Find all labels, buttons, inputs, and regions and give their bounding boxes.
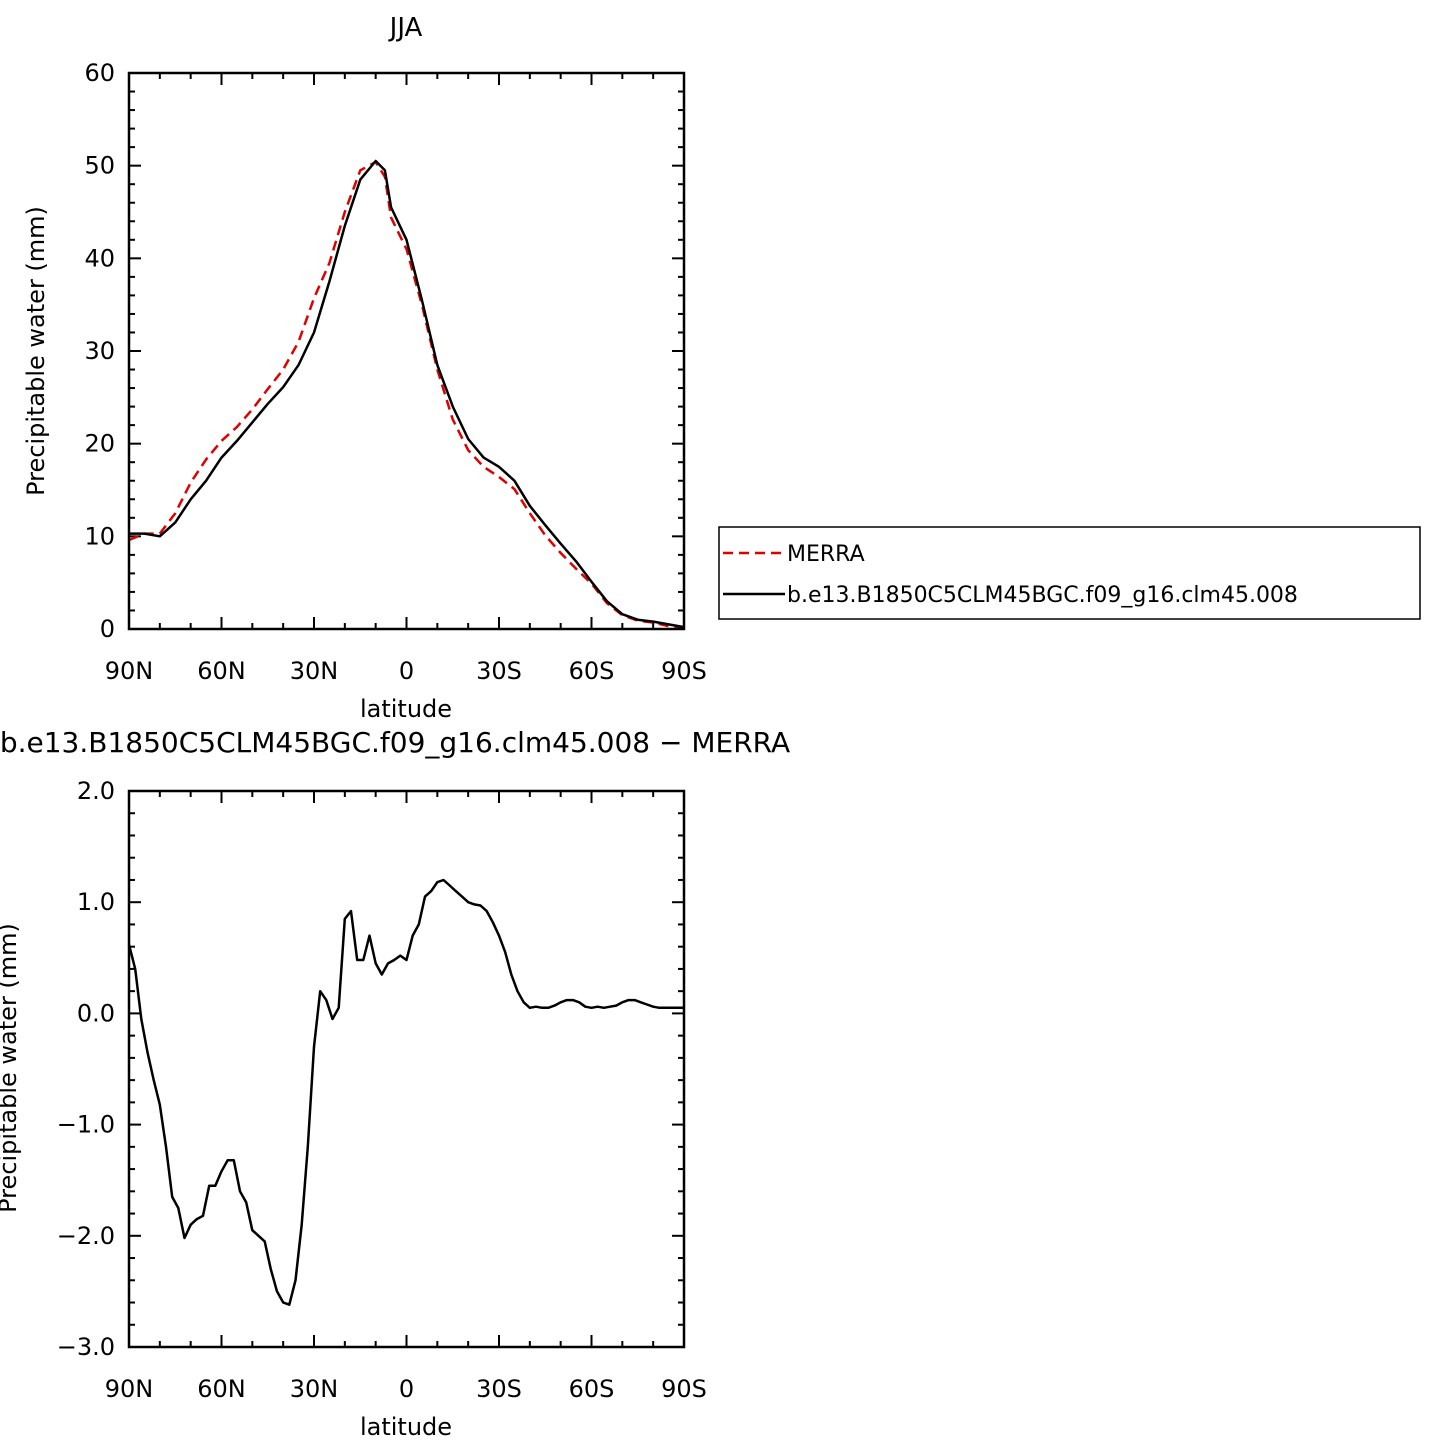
top-y-axis-label: Precipitable water (mm) [22, 206, 50, 496]
top-panel: JJA Precipitable water (mm) latitude 90N… [22, 13, 707, 723]
top-x-tick-label: 60S [569, 657, 615, 685]
bottom-axis-ticks: 90N 60N 30N 0 30S 60S 90S −3.0 −2.0 −1.0 0.0 1.0 2.0 [57, 777, 707, 1403]
top-series-line-1 [128, 160, 685, 630]
bottom-series-lines [127, 878, 684, 1306]
bottom-x-tick-label: 90S [661, 1375, 707, 1403]
top-y-tick-label: 20 [84, 430, 115, 458]
bottom-x-tick-label: 30S [476, 1375, 522, 1403]
legend: MERRA b.e13.B1850C5CLM45BGC.f09_g16.clm4… [718, 526, 1421, 620]
top-y-tick-label: 60 [84, 59, 115, 87]
legend-merra-label: MERRA [787, 542, 865, 567]
top-x-tick-label: 60N [197, 657, 246, 685]
bottom-y-tick-label: −1.0 [57, 1111, 115, 1139]
top-y-tick-label: 40 [84, 244, 115, 272]
bottom-x-tick-label: 60N [197, 1375, 246, 1403]
bottom-plot-frame [127, 789, 686, 1349]
bottom-x-tick-label: 0 [399, 1375, 414, 1403]
bottom-y-tick-label: 2.0 [77, 777, 115, 805]
top-y-tick-label: 10 [84, 522, 115, 550]
bottom-chart-title: b.e13.B1850C5CLM45BGC.f09_g16.clm45.008 … [0, 726, 790, 759]
legend-box [718, 526, 1421, 620]
bottom-y-axis-label: Precipitable water (mm) [0, 923, 22, 1213]
top-y-tick-label: 30 [84, 337, 115, 365]
top-x-tick-label: 30N [290, 657, 339, 685]
bottom-y-tick-label: 1.0 [77, 888, 115, 916]
top-x-tick-label: 90N [105, 657, 154, 685]
top-series-lines [128, 159, 685, 630]
top-x-tick-label: 30S [476, 657, 522, 685]
legend-model-label: b.e13.B1850C5CLM45BGC.f09_g16.clm45.008 [787, 583, 1298, 608]
bottom-x-tick-label: 30N [290, 1375, 339, 1403]
bottom-y-tick-label: −3.0 [57, 1333, 115, 1361]
top-x-tick-label: 0 [399, 657, 414, 685]
top-x-tick-label: 90S [661, 657, 707, 685]
top-chart-title: JJA [388, 13, 423, 43]
bottom-x-tick-label: 90N [105, 1375, 154, 1403]
top-x-axis-label: latitude [360, 695, 452, 723]
top-series-line-2 [129, 159, 685, 629]
bottom-x-axis-label: latitude [360, 1413, 452, 1441]
bottom-series-line-1 [127, 878, 684, 1306]
top-plot-frame [127, 71, 686, 631]
top-y-tick-label: 0 [100, 615, 115, 643]
bottom-panel: b.e13.B1850C5CLM45BGC.f09_g16.clm45.008 … [0, 726, 790, 1441]
bottom-x-tick-label: 60S [569, 1375, 615, 1403]
bottom-y-tick-label: 0.0 [77, 999, 115, 1027]
top-y-tick-label: 50 [84, 152, 115, 180]
top-axis-ticks: 90N 60N 30N 0 30S 60S 90S 0 10 20 30 40 50 60 [84, 59, 706, 685]
bottom-y-tick-label: −2.0 [57, 1222, 115, 1250]
